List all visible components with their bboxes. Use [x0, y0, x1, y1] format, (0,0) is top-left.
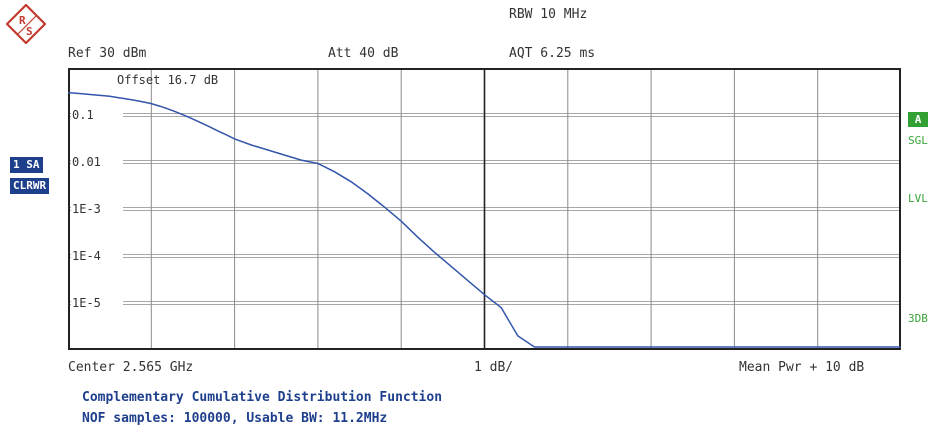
scale-readout: 1 dB/: [474, 360, 514, 375]
reference-level-readout: Ref 30 dBm: [68, 46, 147, 61]
measurement-subtitle: NOF samples: 100000, Usable BW: 11.2MHz: [82, 411, 388, 426]
y-tick-label-bg: [71, 248, 123, 263]
mean-power-readout: Mean Pwr + 10 dB: [739, 360, 865, 375]
trace-a-badge[interactable]: A: [908, 112, 928, 127]
ccdf-chart: 0.1 0.01 1E-3 1E-4 1E-5 Offset 16.7 dB: [67, 68, 901, 350]
sgl-indicator: SGL: [908, 134, 928, 147]
svg-text:R: R: [19, 14, 26, 27]
y-tick-label-bg: [71, 154, 123, 169]
measurement-title: Complementary Cumulative Distribution Fu…: [82, 390, 443, 405]
y-tick-label: 1E-4: [72, 249, 101, 263]
ccdf-trace: [67, 91, 901, 348]
svg-text:S: S: [26, 25, 33, 38]
acquisition-time-readout: AQT 6.25 ms: [509, 46, 596, 61]
offset-readout: Offset 16.7 dB: [117, 73, 218, 87]
lvl-indicator: LVL: [908, 192, 928, 205]
rohde-schwarz-logo-icon: R S: [6, 4, 46, 44]
y-tick-label-bg: [71, 295, 123, 310]
clrwr-trace-mode-badge[interactable]: CLRWR: [10, 178, 50, 194]
rbw-readout: RBW 10 MHz: [509, 7, 588, 22]
y-tick-label: 0.1: [72, 108, 94, 122]
y-tick-label: 1E-5: [72, 296, 101, 310]
center-frequency-readout: Center 2.565 GHz: [68, 360, 194, 375]
3db-indicator: 3DB: [908, 312, 928, 325]
y-tick-label-bg: [71, 107, 123, 122]
y-tick-labels: 0.1 0.01 1E-3 1E-4 1E-5: [71, 107, 123, 310]
y-tick-label: 0.01: [72, 155, 101, 169]
ccdf-plot[interactable]: 0.1 0.01 1E-3 1E-4 1E-5 Offset 16.7 dB: [67, 68, 901, 350]
y-tick-label-bg: [71, 201, 123, 216]
sa-trace-badge[interactable]: 1 SA: [10, 157, 43, 173]
attenuation-readout: Att 40 dB: [328, 46, 399, 61]
y-tick-label: 1E-3: [72, 202, 101, 216]
vertical-grid: [150, 68, 819, 350]
